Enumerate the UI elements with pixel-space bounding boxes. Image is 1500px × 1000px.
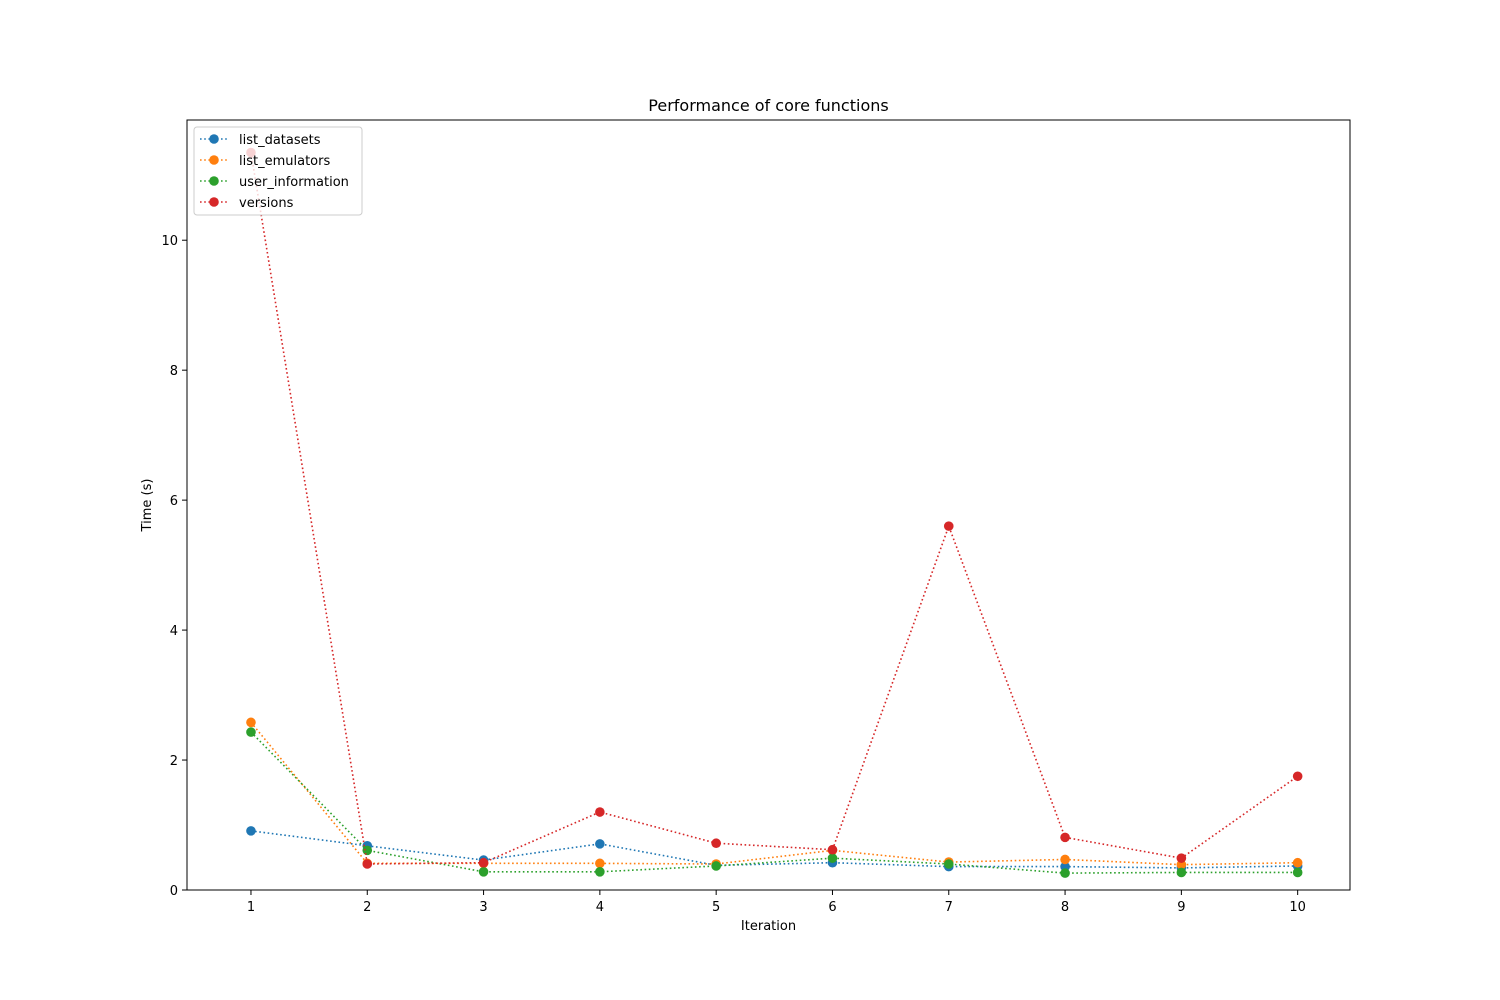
x-tick-label: 4 bbox=[596, 900, 604, 915]
x-axis: 1 2 3 4 5 6 7 8 9 10 bbox=[247, 890, 1306, 915]
x-axis-title: Iteration bbox=[741, 919, 796, 934]
data-point-user_information bbox=[595, 867, 605, 877]
plot-area bbox=[186, 119, 1351, 891]
data-point-list_datasets bbox=[246, 826, 256, 836]
y-axis-title: Time (s) bbox=[140, 479, 155, 533]
x-tick-label: 10 bbox=[1289, 900, 1306, 915]
y-tick-label: 6 bbox=[170, 494, 178, 509]
data-point-versions bbox=[1292, 771, 1303, 782]
x-tick-label: 8 bbox=[1061, 900, 1069, 915]
x-tick-label: 5 bbox=[712, 900, 720, 915]
data-point-list_datasets bbox=[595, 839, 605, 849]
data-point-versions bbox=[943, 521, 954, 531]
plot-frame bbox=[186, 119, 1351, 891]
data-point-list_emulators bbox=[1292, 857, 1303, 868]
series-line-versions bbox=[250, 152, 1299, 865]
y-tick-label: 2 bbox=[170, 754, 178, 769]
series-list_datasets bbox=[246, 826, 1303, 873]
data-point-list_emulators bbox=[246, 717, 256, 728]
y-tick-label: 0 bbox=[170, 884, 178, 899]
data-point-user_information bbox=[246, 727, 256, 737]
x-tick-label: 6 bbox=[828, 900, 836, 915]
x-tick-label: 1 bbox=[247, 900, 255, 915]
data-point-versions bbox=[1060, 832, 1070, 843]
chart-title: Performance of core functions bbox=[648, 96, 888, 115]
series-line-list_emulators bbox=[250, 721, 1298, 866]
data-point-user_information bbox=[1176, 867, 1187, 878]
data-point-versions bbox=[362, 859, 373, 869]
data-point-user_information bbox=[1060, 868, 1070, 878]
legend-label-list_datasets: list_datasets bbox=[239, 133, 321, 148]
legend-label-list_emulators: list_emulators bbox=[239, 154, 330, 169]
data-point-versions bbox=[827, 844, 838, 855]
series-versions bbox=[246, 147, 1303, 869]
y-tick-label: 8 bbox=[170, 364, 178, 379]
x-tick-label: 2 bbox=[363, 900, 371, 915]
data-point-versions bbox=[711, 838, 721, 849]
x-tick-label: 7 bbox=[945, 900, 953, 915]
legend-label-user_information: user_information bbox=[239, 175, 349, 190]
legend-label-versions: versions bbox=[239, 196, 294, 211]
y-axis: 0 2 4 6 8 10 bbox=[161, 234, 187, 899]
x-tick-label: 9 bbox=[1177, 900, 1185, 915]
data-point-list_emulators bbox=[1060, 854, 1070, 865]
data-point-user_information bbox=[1292, 867, 1303, 878]
y-tick-label: 10 bbox=[161, 234, 178, 249]
series-line-user_information bbox=[250, 731, 1298, 874]
series-user_information bbox=[246, 727, 1303, 878]
data-point-versions bbox=[1176, 853, 1187, 863]
data-point-versions bbox=[595, 807, 605, 817]
data-point-user_information bbox=[362, 845, 373, 856]
legend-marker-versions bbox=[209, 197, 219, 207]
data-point-user_information bbox=[827, 853, 838, 863]
x-tick-label: 3 bbox=[479, 900, 487, 915]
data-point-user_information bbox=[711, 861, 721, 871]
legend-marker-list_datasets bbox=[209, 134, 219, 144]
data-point-user_information bbox=[478, 867, 489, 877]
data-point-user_information bbox=[943, 859, 954, 869]
legend-marker-user_information bbox=[209, 176, 219, 186]
y-tick-label: 4 bbox=[170, 624, 178, 639]
legend-box bbox=[193, 126, 363, 216]
data-point-list_emulators bbox=[595, 858, 605, 869]
legend-marker-list_emulators bbox=[209, 155, 219, 165]
legend: list_datasets list_emulators user_informat… bbox=[193, 126, 363, 216]
data-point-versions bbox=[478, 857, 489, 868]
